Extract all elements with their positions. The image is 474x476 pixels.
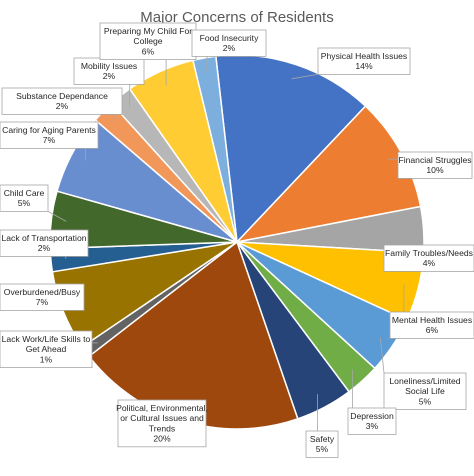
slice-name-label: Food Insecurity xyxy=(200,33,259,43)
label-leader-lines xyxy=(47,56,410,431)
slice-name-label: Family Troubles/Needs xyxy=(385,248,473,258)
slice-name-label: Social Life xyxy=(405,386,445,396)
slice-name-label: College xyxy=(133,36,162,46)
slice-name-label: Loneliness/Limited xyxy=(389,376,460,386)
label-box xyxy=(99,22,197,60)
slice-label-political-environmental-or-cultural-issues-and-trends: Political, Environmental,or Cultural Iss… xyxy=(116,399,208,448)
label-box xyxy=(0,121,99,149)
slice-percent-label: 6% xyxy=(426,325,439,335)
label-box xyxy=(383,244,474,272)
slice-name-label: Trends xyxy=(149,423,175,433)
chart-title: Major Concerns of Residents xyxy=(140,9,333,26)
slice-name-label: Caring for Aging Parents xyxy=(2,125,96,135)
slice-percent-label: 14% xyxy=(355,61,373,71)
slice-name-label: Financial Struggles xyxy=(398,155,471,165)
slice-percent-label: 7% xyxy=(43,135,56,145)
slice-name-label: Safety xyxy=(310,434,335,444)
slice-name-label: Child Care xyxy=(4,188,45,198)
slice-name-label: Overburdened/Busy xyxy=(4,287,81,297)
label-box xyxy=(0,330,93,368)
slice-percent-label: 5% xyxy=(18,198,31,208)
label-box xyxy=(389,311,474,339)
label-box xyxy=(117,399,207,448)
label-box xyxy=(305,430,339,458)
slice-percent-label: 2% xyxy=(56,101,69,111)
label-box xyxy=(191,29,267,57)
slice-percent-label: 20% xyxy=(153,434,171,444)
slice-percent-label: 1% xyxy=(40,354,53,364)
slice-percent-label: 3% xyxy=(366,421,379,431)
slice-name-label: Mobility Issues xyxy=(81,61,137,71)
label-box xyxy=(0,283,85,311)
label-box xyxy=(1,87,123,115)
slice-name-label: Depression xyxy=(350,411,394,421)
slice-name-label: Lack Work/Life Skills to xyxy=(2,334,91,344)
slice-name-label: Physical Health Issues xyxy=(321,51,407,61)
slice-percent-label: 6% xyxy=(142,46,155,56)
slice-percent-label: 2% xyxy=(223,43,236,53)
slice-percent-label: 2% xyxy=(38,243,51,253)
label-box xyxy=(317,47,411,75)
leader-line xyxy=(47,211,67,222)
label-box xyxy=(0,184,49,212)
leader-line xyxy=(291,74,319,80)
label-box xyxy=(73,57,145,85)
slice-percent-label: 5% xyxy=(419,396,432,406)
slice-percent-label: 10% xyxy=(426,165,444,175)
label-box xyxy=(347,407,397,435)
label-box xyxy=(383,372,467,410)
slice-percent-label: 2% xyxy=(103,71,116,81)
slice-name-label: Preparing My Child For xyxy=(104,26,192,36)
label-box xyxy=(0,229,89,257)
slice-percent-label: 5% xyxy=(316,444,329,454)
slice-name-label: or Cultural Issues and xyxy=(120,413,204,423)
slice-name-label: Mental Health Issues xyxy=(392,315,472,325)
slice-name-label: Political, Environmental, xyxy=(116,403,208,413)
slice-name-label: Substance Dependance xyxy=(16,91,108,101)
slice-name-label: Lack of Transportation xyxy=(1,233,86,243)
slice-percent-label: 7% xyxy=(36,297,49,307)
label-box xyxy=(397,151,473,179)
leader-line xyxy=(379,337,385,374)
slice-name-label: Get Ahead xyxy=(26,344,67,354)
slice-percent-label: 4% xyxy=(423,258,436,268)
